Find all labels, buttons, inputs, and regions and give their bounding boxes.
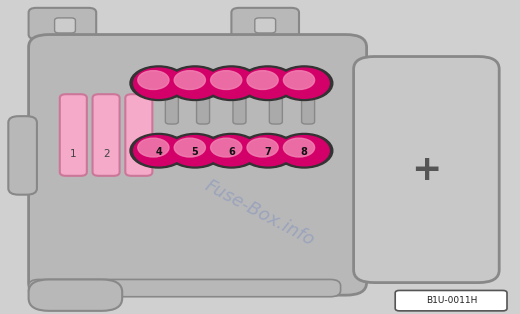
Text: 4: 4 — [155, 147, 162, 157]
Circle shape — [166, 66, 224, 100]
Circle shape — [174, 138, 205, 157]
Circle shape — [276, 133, 333, 168]
Text: B1U-0011H: B1U-0011H — [426, 296, 477, 305]
Circle shape — [206, 136, 256, 166]
FancyBboxPatch shape — [302, 94, 315, 124]
Circle shape — [243, 136, 293, 166]
Circle shape — [203, 133, 260, 168]
Text: 5: 5 — [192, 147, 198, 157]
FancyBboxPatch shape — [231, 8, 299, 39]
FancyBboxPatch shape — [29, 279, 122, 311]
FancyBboxPatch shape — [269, 94, 282, 124]
FancyBboxPatch shape — [29, 8, 96, 39]
Circle shape — [279, 136, 329, 166]
Circle shape — [130, 66, 187, 100]
Circle shape — [247, 138, 278, 157]
FancyBboxPatch shape — [93, 94, 120, 176]
FancyBboxPatch shape — [233, 94, 246, 124]
Circle shape — [239, 133, 296, 168]
Circle shape — [134, 136, 184, 166]
FancyBboxPatch shape — [55, 18, 75, 33]
FancyBboxPatch shape — [29, 279, 341, 297]
FancyBboxPatch shape — [354, 57, 499, 283]
Circle shape — [279, 68, 329, 98]
FancyBboxPatch shape — [165, 94, 178, 124]
Circle shape — [138, 138, 169, 157]
Text: 6: 6 — [228, 147, 235, 157]
FancyBboxPatch shape — [60, 94, 87, 176]
Circle shape — [283, 71, 315, 89]
Circle shape — [170, 136, 220, 166]
FancyBboxPatch shape — [125, 94, 152, 176]
Text: +: + — [411, 153, 441, 187]
Text: Fuse-Box.info: Fuse-Box.info — [202, 177, 318, 250]
Text: 3: 3 — [136, 149, 142, 159]
Circle shape — [206, 68, 256, 98]
Text: 7: 7 — [265, 147, 271, 157]
FancyBboxPatch shape — [255, 18, 276, 33]
FancyBboxPatch shape — [29, 35, 367, 295]
Circle shape — [283, 138, 315, 157]
Circle shape — [239, 66, 296, 100]
Circle shape — [211, 138, 242, 157]
Circle shape — [276, 66, 333, 100]
Circle shape — [166, 133, 224, 168]
Circle shape — [130, 133, 187, 168]
Circle shape — [170, 68, 220, 98]
FancyBboxPatch shape — [395, 290, 507, 311]
Circle shape — [174, 71, 205, 89]
Circle shape — [211, 71, 242, 89]
Circle shape — [138, 71, 169, 89]
Text: 2: 2 — [103, 149, 109, 159]
Circle shape — [243, 68, 293, 98]
Circle shape — [134, 68, 184, 98]
Circle shape — [247, 71, 278, 89]
Text: 1: 1 — [70, 149, 76, 159]
FancyBboxPatch shape — [8, 116, 37, 195]
Circle shape — [203, 66, 260, 100]
FancyBboxPatch shape — [197, 94, 210, 124]
Text: 8: 8 — [301, 147, 308, 157]
